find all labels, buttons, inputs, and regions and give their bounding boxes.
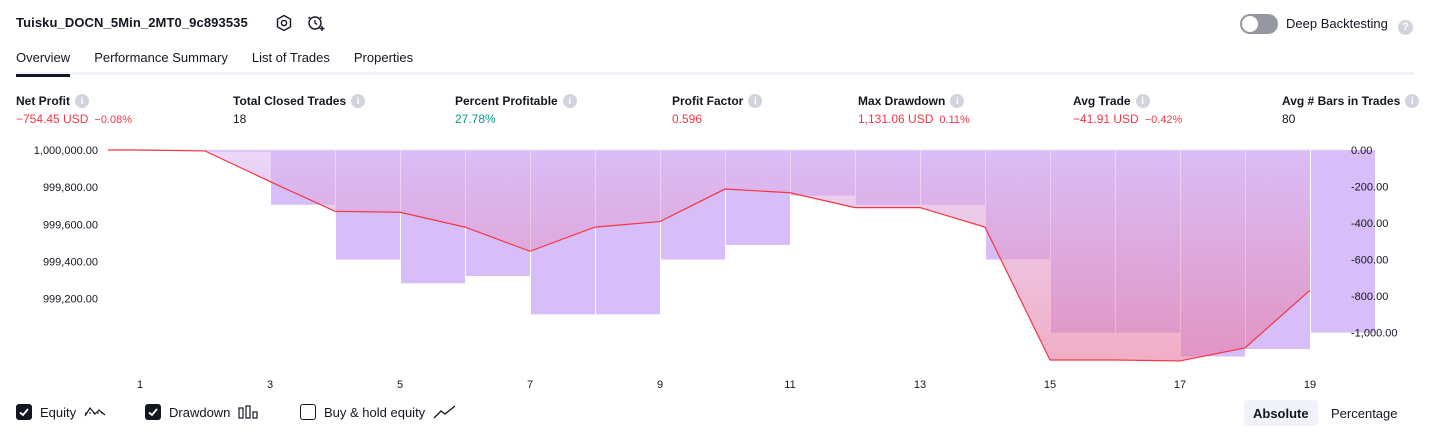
equity-line	[108, 149, 1311, 362]
x-axis-tick-label: 15	[1044, 379, 1056, 391]
left-axis-tick-label: 1,000,000.00	[34, 145, 98, 157]
buyhold-checkbox[interactable]	[300, 404, 316, 420]
right-axis-tick-label: -1,000.00	[1351, 328, 1397, 340]
stat-avg-trade: Avg Trade i −41.91 USD −0.42%	[1073, 94, 1182, 126]
right-axis-tick-label: 0.00	[1351, 145, 1372, 157]
info-icon[interactable]: i	[950, 94, 965, 108]
legend-buyhold-toggle[interactable]: Buy & hold equity	[300, 404, 457, 420]
stat-value: −754.45 USD	[16, 112, 89, 126]
equity-drawdown-chart[interactable]: 1,000,000.00 999,800.00 999,600.00 999,400.…	[0, 136, 1431, 396]
info-icon[interactable]: i	[1135, 94, 1150, 108]
x-axis-tick-label: 19	[1304, 379, 1316, 391]
right-axis-tick-label: -600.00	[1351, 255, 1388, 267]
stat-percent-profitable: Percent Profitable i 27.78%	[455, 94, 577, 126]
tab-list-of-trades[interactable]: List of Trades	[251, 50, 330, 65]
tab-properties[interactable]: Properties	[353, 50, 414, 65]
stat-max-drawdown: Max Drawdown i 1,131.06 USD 0.11%	[858, 94, 970, 126]
x-axis-tick-label: 17	[1174, 379, 1186, 391]
stat-label: Total Closed Trades	[233, 94, 347, 108]
stat-sub-value: 0.11%	[939, 114, 970, 126]
drawdown-bar	[1311, 150, 1375, 333]
info-icon[interactable]: i	[562, 94, 577, 108]
stat-value: 18	[233, 112, 247, 126]
stat-value: 27.78%	[455, 112, 496, 126]
stat-value: −41.91 USD	[1073, 112, 1139, 126]
stat-label: Net Profit	[16, 94, 70, 108]
info-icon[interactable]: i	[75, 94, 89, 108]
info-icon[interactable]: i	[748, 94, 763, 108]
settings-gear-icon[interactable]	[274, 13, 294, 33]
stat-total-closed-trades: Total Closed Trades i 18	[233, 94, 366, 126]
stat-avg-bars-in-trades: Avg # Bars in Trades i 80	[1282, 94, 1420, 126]
buyhold-line-icon	[433, 405, 456, 419]
drawdown-bars-icon	[238, 405, 259, 419]
right-axis-tick-label: -800.00	[1351, 291, 1388, 303]
equity-area	[110, 150, 1310, 361]
deep-backtesting-toggle[interactable]	[1240, 14, 1278, 34]
stat-label: Profit Factor	[672, 94, 744, 108]
stat-label: Avg # Bars in Trades	[1282, 94, 1401, 108]
left-axis-tick-label: 999,600.00	[43, 219, 98, 231]
drawdown-checkbox[interactable]	[145, 404, 161, 420]
left-axis-tick-label: 999,200.00	[43, 294, 98, 306]
legend-equity-label: Equity	[40, 404, 77, 420]
stat-label: Percent Profitable	[455, 94, 558, 108]
info-icon[interactable]: i	[1405, 94, 1420, 108]
stat-value: 0.596	[672, 112, 703, 126]
stat-value: 1,131.06 USD	[858, 112, 934, 126]
toggle-knob	[1242, 16, 1258, 32]
tab-overview[interactable]: Overview	[16, 48, 71, 77]
absolute-mode-button[interactable]: Absolute	[1244, 400, 1318, 426]
legend-equity-toggle[interactable]: Equity	[16, 404, 106, 420]
stat-net-profit: Net Profit i −754.45 USD −0.08%	[16, 94, 132, 126]
stat-sub-value: −0.08%	[94, 114, 133, 126]
x-axis-tick-label: 7	[527, 379, 533, 391]
x-axis-tick-label: 1	[137, 379, 143, 391]
left-axis-tick-label: 999,800.00	[43, 182, 98, 194]
x-axis-tick-label: 11	[784, 379, 795, 391]
stat-sub-value: −0.42%	[1144, 114, 1183, 126]
x-axis-tick-label: 9	[657, 379, 663, 391]
right-axis-tick-label: -200.00	[1351, 182, 1388, 194]
strategy-title: Tuisku_DOCN_5Min_2MT0_9c893535	[16, 15, 248, 30]
x-axis-tick-label: 3	[267, 379, 273, 391]
tab-bar-divider	[16, 72, 1415, 75]
x-axis-tick-label: 13	[914, 379, 926, 391]
deep-backtesting-label: Deep Backtesting	[1286, 16, 1388, 31]
help-icon[interactable]: ?	[1398, 19, 1413, 35]
stat-profit-factor: Profit Factor i 0.596	[672, 94, 763, 126]
stat-label: Max Drawdown	[858, 94, 946, 108]
stat-value: 80	[1282, 112, 1296, 126]
legend-drawdown-toggle[interactable]: Drawdown	[145, 404, 260, 420]
legend-buyhold-label: Buy & hold equity	[324, 404, 426, 420]
right-axis-tick-label: -400.00	[1351, 218, 1388, 230]
tab-bar: Overview Performance Summary List of Tra…	[16, 48, 414, 77]
stat-label: Avg Trade	[1073, 94, 1131, 108]
x-axis-tick-label: 5	[397, 379, 403, 391]
equity-line-icon	[84, 406, 106, 417]
legend-drawdown-label: Drawdown	[169, 404, 231, 420]
add-alert-clock-icon[interactable]	[306, 13, 326, 33]
tab-performance-summary[interactable]: Performance Summary	[94, 50, 228, 65]
percentage-mode-button[interactable]: Percentage	[1331, 405, 1398, 421]
info-icon[interactable]: i	[351, 94, 366, 108]
left-axis-tick-label: 999,400.00	[43, 257, 98, 269]
equity-checkbox[interactable]	[16, 404, 32, 420]
